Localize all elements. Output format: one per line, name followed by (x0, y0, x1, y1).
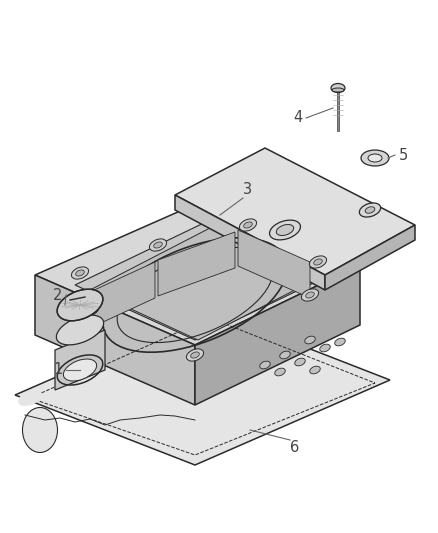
Ellipse shape (301, 289, 318, 301)
Polygon shape (15, 310, 390, 465)
Polygon shape (325, 225, 415, 290)
Ellipse shape (361, 150, 389, 166)
Ellipse shape (365, 207, 375, 213)
Ellipse shape (154, 242, 162, 248)
Ellipse shape (86, 307, 94, 313)
Ellipse shape (71, 267, 88, 279)
Text: 4: 4 (293, 110, 303, 125)
Text: 1: 1 (53, 362, 63, 377)
Ellipse shape (305, 336, 315, 344)
Ellipse shape (335, 338, 345, 346)
Ellipse shape (359, 203, 381, 217)
Ellipse shape (276, 224, 294, 236)
Text: 3: 3 (244, 182, 253, 198)
Ellipse shape (275, 368, 285, 376)
Polygon shape (158, 232, 235, 296)
Ellipse shape (295, 358, 305, 366)
Ellipse shape (22, 408, 57, 453)
Ellipse shape (331, 84, 345, 93)
Polygon shape (175, 148, 415, 275)
Text: 6: 6 (290, 440, 300, 456)
Ellipse shape (76, 270, 84, 276)
Polygon shape (195, 265, 360, 405)
Text: 5: 5 (399, 148, 408, 163)
Ellipse shape (191, 352, 199, 358)
Ellipse shape (240, 219, 257, 231)
Ellipse shape (368, 154, 382, 162)
Polygon shape (238, 230, 310, 298)
Polygon shape (90, 228, 318, 340)
Ellipse shape (187, 349, 204, 361)
Polygon shape (75, 220, 330, 340)
Ellipse shape (18, 390, 42, 406)
Ellipse shape (57, 289, 103, 321)
Ellipse shape (81, 304, 99, 316)
Polygon shape (175, 195, 325, 290)
Ellipse shape (244, 222, 252, 228)
Text: 2: 2 (53, 287, 63, 303)
Ellipse shape (57, 315, 104, 345)
Ellipse shape (269, 220, 300, 240)
Ellipse shape (314, 259, 322, 265)
Ellipse shape (309, 256, 327, 268)
Polygon shape (90, 262, 155, 328)
Ellipse shape (149, 239, 166, 251)
Polygon shape (35, 275, 195, 405)
Polygon shape (35, 200, 360, 345)
Ellipse shape (320, 344, 330, 352)
Ellipse shape (306, 292, 314, 298)
Ellipse shape (280, 351, 290, 359)
Ellipse shape (64, 359, 97, 381)
Ellipse shape (260, 361, 270, 369)
Ellipse shape (310, 366, 320, 374)
Polygon shape (55, 330, 105, 390)
Ellipse shape (332, 88, 344, 92)
